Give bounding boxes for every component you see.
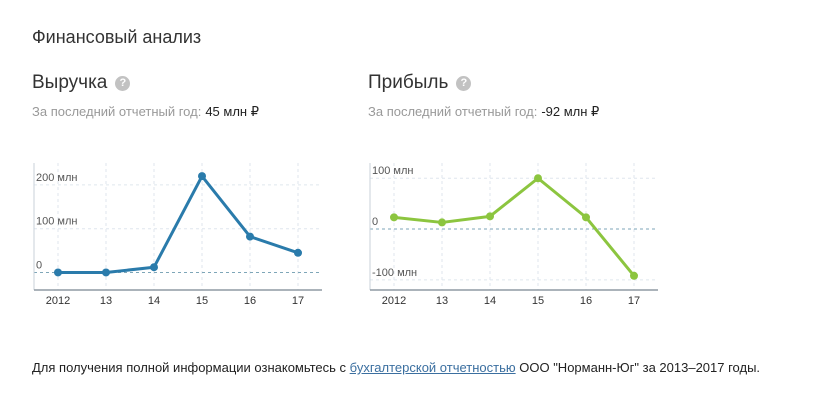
help-icon[interactable]: ? bbox=[456, 75, 472, 91]
footer-suffix: ООО "Норманн-Юг" за 2013–2017 годы. bbox=[519, 360, 761, 375]
y-tick-label: 100 млн bbox=[36, 216, 77, 228]
profit-title: Прибыль bbox=[368, 72, 449, 93]
x-tick-label: 17 bbox=[292, 295, 304, 305]
data-point[interactable] bbox=[582, 213, 590, 222]
profit-panel: Прибыль ? За последний отчетный год: -92 … bbox=[368, 70, 688, 310]
revenue-panel: Выручка ? За последний отчетный год: 45 м… bbox=[32, 70, 352, 310]
y-tick-label: 0 bbox=[372, 216, 378, 228]
revenue-chart: 0 100 млн 200 млн 2012 13 14 15 16 17 bbox=[32, 160, 337, 305]
x-tick-label: 15 bbox=[196, 295, 208, 305]
revenue-subtitle: За последний отчетный год: 45 млн ₽ bbox=[32, 104, 259, 120]
x-tick-label: 16 bbox=[244, 295, 256, 305]
data-point[interactable] bbox=[486, 212, 494, 221]
data-point[interactable] bbox=[438, 218, 446, 227]
data-point[interactable] bbox=[102, 268, 110, 277]
chart-1-grid bbox=[370, 163, 658, 290]
data-point[interactable] bbox=[294, 248, 302, 257]
profit-subtitle: За последний отчетный год: -92 млн ₽ bbox=[368, 104, 599, 120]
accounting-report-link[interactable]: бухгалтерской отчетностью bbox=[349, 360, 516, 375]
data-point[interactable] bbox=[534, 174, 542, 183]
revenue-chart-svg: 0 100 млн 200 млн 2012 13 14 15 16 17 bbox=[33, 163, 322, 305]
x-tick-label: 2012 bbox=[382, 295, 406, 305]
y-tick-label: 100 млн bbox=[372, 165, 413, 177]
profit-chart: -100 млн 0 100 млн 2012 13 14 15 16 17 bbox=[368, 160, 673, 305]
y-tick-label: 200 млн bbox=[36, 172, 77, 184]
revenue-subtitle-label: За последний отчетный год: bbox=[32, 104, 202, 119]
profit-subtitle-value: -92 млн ₽ bbox=[541, 104, 600, 119]
x-tick-label: 13 bbox=[436, 295, 448, 305]
x-tick-label: 14 bbox=[148, 295, 160, 305]
series-line bbox=[56, 174, 300, 274]
x-tick-label: 17 bbox=[628, 295, 640, 305]
data-point[interactable] bbox=[630, 271, 638, 280]
x-tick-label: 15 bbox=[532, 295, 544, 305]
x-tick-label: 16 bbox=[580, 295, 592, 305]
x-tick-label: 2012 bbox=[46, 295, 70, 305]
profit-subtitle-label: За последний отчетный год: bbox=[368, 104, 538, 119]
footer-prefix: Для получения полной информации ознакомь… bbox=[32, 360, 347, 375]
x-tick-label: 14 bbox=[484, 295, 496, 305]
data-point[interactable] bbox=[150, 263, 158, 272]
profit-chart-svg: -100 млн 0 100 млн 2012 13 14 15 16 17 bbox=[369, 163, 658, 305]
footer-note: Для получения полной информации ознакомь… bbox=[32, 360, 760, 375]
revenue-title: Выручка bbox=[32, 72, 108, 93]
data-point[interactable] bbox=[390, 213, 398, 222]
series-line bbox=[392, 176, 636, 278]
y-tick-label: 0 bbox=[36, 259, 42, 271]
x-tick-label: 13 bbox=[100, 295, 112, 305]
section-title: Финансовый анализ bbox=[32, 27, 202, 47]
revenue-subtitle-value: 45 млн ₽ bbox=[205, 104, 259, 119]
data-point[interactable] bbox=[198, 172, 206, 181]
help-icon[interactable]: ? bbox=[115, 75, 131, 91]
data-point[interactable] bbox=[54, 268, 62, 277]
y-tick-label: -100 млн bbox=[372, 267, 417, 279]
data-point[interactable] bbox=[246, 232, 254, 241]
